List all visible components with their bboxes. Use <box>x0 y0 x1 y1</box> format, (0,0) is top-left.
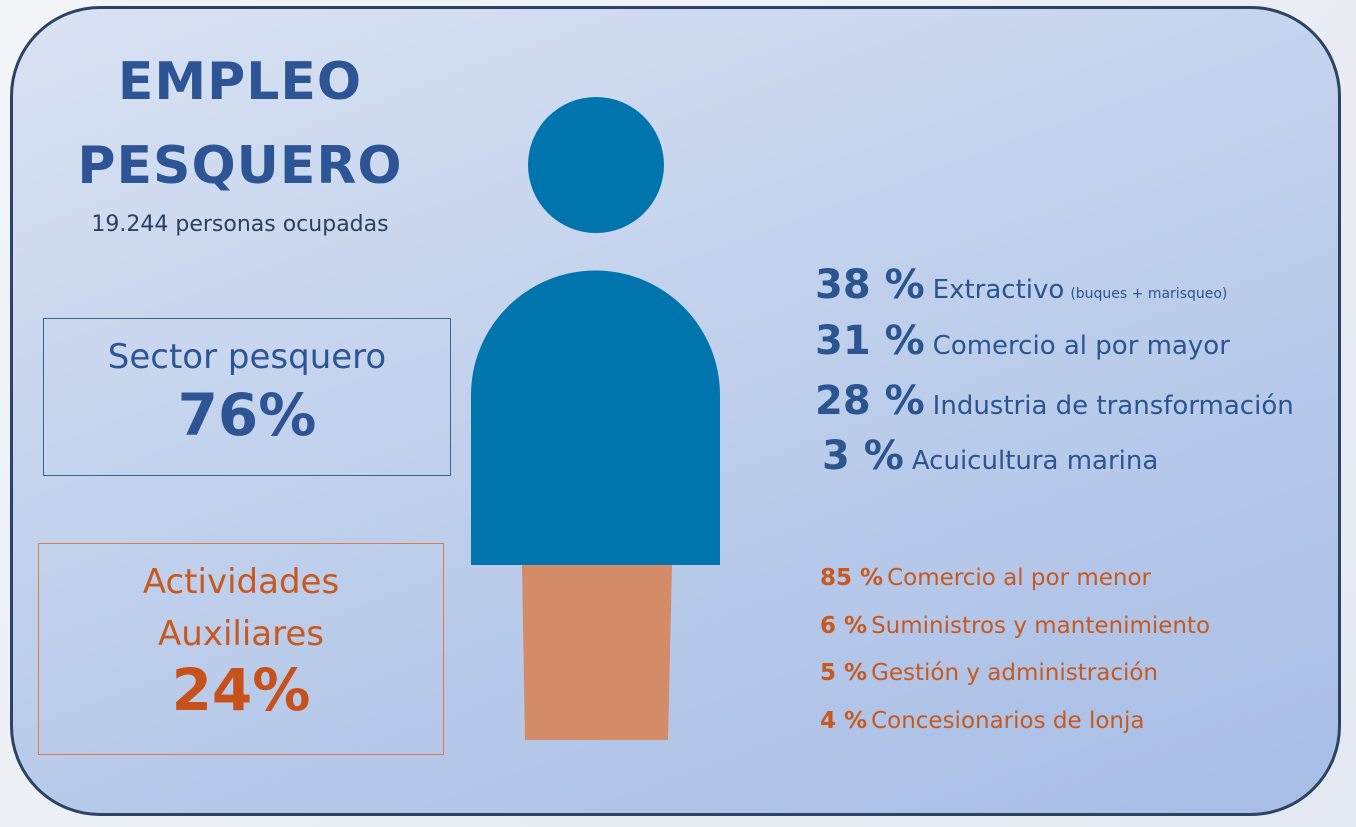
item-value: 4 % <box>820 708 868 734</box>
auxiliary-item: 6 % Suministros y mantenimiento <box>820 613 1210 639</box>
sector-item: 3 % Acuicultura marina <box>822 433 1158 479</box>
legs <box>522 565 672 740</box>
sector-item: 31 % Comercio al por mayor <box>815 318 1230 364</box>
body <box>471 270 720 565</box>
auxiliary-box: Actividades Auxiliares 24% <box>38 543 444 755</box>
item-label: Extractivo <box>932 275 1065 305</box>
item-note: (buques + marisqueo) <box>1070 286 1228 302</box>
subtitle: 19.244 personas ocupadas <box>91 212 389 237</box>
item-label: Concesionarios de lonja <box>871 708 1145 734</box>
title: PESQUERO <box>77 136 403 196</box>
item-value: 3 % <box>822 433 904 479</box>
auxiliary-label: Auxiliares <box>158 614 324 654</box>
item-value: 6 % <box>820 613 868 639</box>
auxiliary-value: 24% <box>171 656 311 724</box>
sector-label: Sector pesquero <box>107 337 387 377</box>
head <box>528 97 664 233</box>
sector-box: Sector pesquero 76% <box>43 318 451 476</box>
title: EMPLEO <box>117 52 363 112</box>
auxiliary-item: 4 % Concesionarios de lonja <box>820 708 1144 734</box>
item-label: Industria de transformación <box>932 391 1294 421</box>
item-value: 85 % <box>820 565 884 591</box>
item-label: Gestión y administración <box>871 660 1159 686</box>
item-value: 31 % <box>815 318 925 364</box>
item-label: Comercio al por mayor <box>932 331 1230 361</box>
auxiliary-label: Actividades <box>142 562 340 602</box>
item-value: 38 % <box>815 262 925 308</box>
sector-value: 76% <box>177 381 317 449</box>
sector-item: 38 % Extractivo (buques + marisqueo) <box>815 262 1227 308</box>
sector-item: 28 % Industria de transformación <box>815 378 1294 424</box>
item-value: 5 % <box>820 660 868 686</box>
item-value: 28 % <box>815 378 925 424</box>
auxiliary-item: 5 % Gestión y administración <box>820 660 1158 686</box>
item-label: Comercio al por menor <box>887 565 1152 591</box>
item-label: Acuicultura marina <box>911 446 1159 476</box>
item-label: Suministros y mantenimiento <box>871 613 1211 639</box>
auxiliary-item: 85 % Comercio al por menor <box>820 565 1151 591</box>
